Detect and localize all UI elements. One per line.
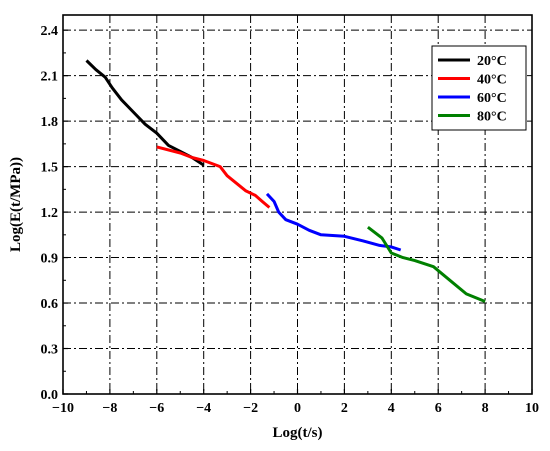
series-line-0 xyxy=(85,59,205,167)
x-tick-labels: −10 −8 −6 −4 −2 0 2 4 6 8 10 xyxy=(52,401,539,416)
x-tick-label: −4 xyxy=(196,401,211,416)
x-axis-title: Log(t/s) xyxy=(273,425,323,441)
legend-label-3: 80°C xyxy=(477,110,507,125)
series-line-3 xyxy=(366,226,486,303)
x-tick-label: −6 xyxy=(149,401,164,416)
x-tick-label: −10 xyxy=(52,401,74,416)
x-tick-label: 8 xyxy=(482,401,489,416)
axis-ticks xyxy=(62,29,533,395)
y-tick-label: 0.9 xyxy=(41,252,59,267)
y-axis-title: Log(E(t/MPa)) xyxy=(8,157,24,252)
y-tick-label: 1.5 xyxy=(41,161,59,176)
legend-label-0: 20°C xyxy=(477,54,507,69)
x-tick-label: 6 xyxy=(435,401,442,416)
x-tick-label: 10 xyxy=(525,401,539,416)
x-tick-label: −2 xyxy=(243,401,258,416)
series-lines xyxy=(85,59,486,303)
y-tick-label: 0.0 xyxy=(41,388,59,403)
x-tick-label: 2 xyxy=(341,401,348,416)
x-tick-label: −8 xyxy=(102,401,117,416)
legend: 20°C 40°C 60°C 80°C xyxy=(431,45,527,131)
y-tick-label: 1.2 xyxy=(41,206,59,221)
y-tick-label: 2.4 xyxy=(41,24,59,39)
legend-label-1: 40°C xyxy=(477,73,507,88)
series-line-2 xyxy=(265,192,402,252)
x-tick-label: 0 xyxy=(294,401,301,416)
series-line-1 xyxy=(156,145,271,209)
x-tick-label: 4 xyxy=(388,401,395,416)
y-tick-labels: 0.0 0.3 0.6 0.9 1.2 1.5 1.8 2.1 2.4 xyxy=(41,24,59,403)
y-tick-label: 1.8 xyxy=(41,115,59,130)
legend-label-2: 60°C xyxy=(477,91,507,106)
y-tick-label: 0.3 xyxy=(41,343,59,358)
y-tick-label: 2.1 xyxy=(41,70,59,85)
y-tick-label: 0.6 xyxy=(41,297,59,312)
